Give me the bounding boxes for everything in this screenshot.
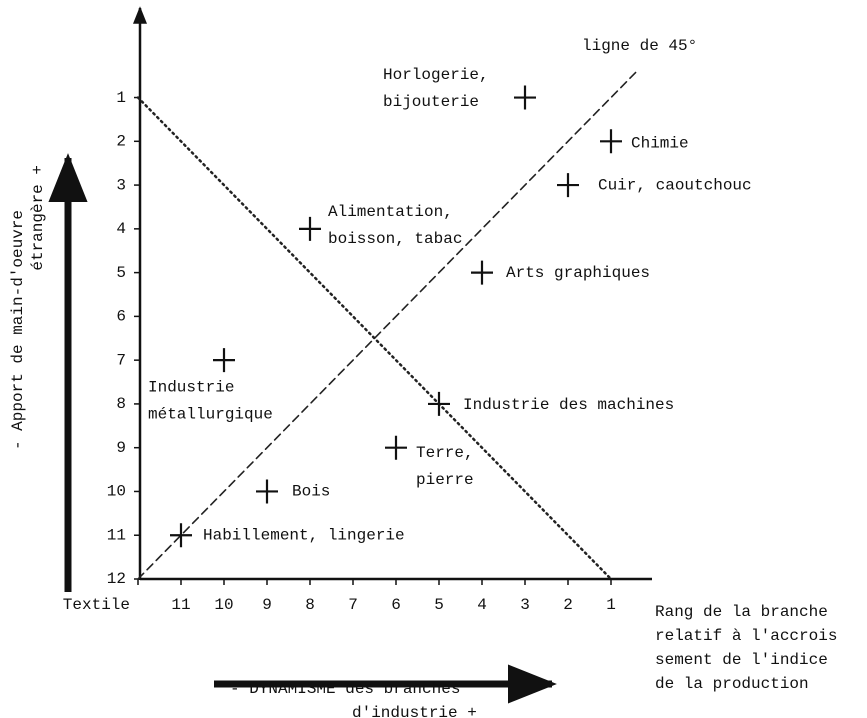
point-marker	[299, 216, 321, 241]
point-label: Industrie des machines	[463, 396, 674, 414]
point-marker	[256, 479, 278, 504]
point-marker	[428, 391, 450, 416]
reference-line	[136, 96, 613, 581]
y-tick-label: 8	[116, 395, 126, 413]
y-tick-label: 1	[116, 89, 126, 107]
x-tick-label: 5	[434, 596, 444, 614]
y-tick-label: 12	[107, 570, 126, 588]
x-tick-label: 10	[214, 596, 233, 614]
x-tick-label: 1	[606, 596, 616, 614]
point-label: Habillement, lingerie	[203, 526, 405, 544]
point-label: Industrie	[148, 378, 234, 396]
x-axis-label: d'industrie +	[352, 704, 477, 718]
reference-line	[137, 70, 638, 580]
x-axis-note: de la production	[655, 675, 809, 693]
x-tick-label: 7	[348, 596, 358, 614]
x-tick-label: 11	[171, 596, 190, 614]
x-axis-note: Rang de la branche	[655, 603, 828, 621]
y-axis-label: étrangère +	[29, 165, 47, 271]
point-marker	[471, 260, 493, 285]
y-tick-label: 5	[116, 264, 126, 282]
x-tick-label: 2	[563, 596, 573, 614]
point-label: Chimie	[631, 135, 689, 153]
y-tick-label: 11	[107, 526, 126, 544]
x-axis-note: sement de l'indice	[655, 651, 828, 669]
y-tick-label: 9	[116, 439, 126, 457]
x-axis-label: - DYNAMISME des branches	[230, 680, 460, 698]
point-marker	[600, 129, 622, 154]
point-label: Cuir, caoutchouc	[598, 176, 752, 194]
point-marker	[514, 85, 536, 110]
y-tick-label: 4	[116, 220, 126, 238]
point-label: Bois	[292, 483, 330, 501]
point-label: Alimentation,	[328, 203, 453, 221]
point-label: Horlogerie,	[383, 66, 489, 84]
y-tick-label: 7	[116, 351, 126, 369]
point-label: Terre,	[416, 444, 474, 462]
point-label: boisson, tabac	[328, 230, 462, 248]
point-marker	[213, 348, 235, 373]
x-tick-label: 9	[262, 596, 272, 614]
x-tick-label: 8	[305, 596, 315, 614]
y-axis-label: - Apport de main-d'oeuvre	[9, 210, 27, 450]
x-tick-label: 3	[520, 596, 530, 614]
point-label: bijouterie	[383, 93, 479, 111]
y-tick-label: 2	[116, 133, 126, 151]
point-marker	[385, 435, 407, 460]
point-label: métallurgique	[148, 405, 273, 423]
annotation: ligne de 45°	[582, 37, 697, 55]
x-tick-label: 4	[477, 596, 487, 614]
y-tick-label: 3	[116, 176, 126, 194]
x-axis-note: relatif à l'accrois	[655, 627, 837, 645]
point-label: Arts graphiques	[506, 264, 650, 282]
y-tick-label: 6	[116, 308, 126, 326]
y-tick-label: 10	[107, 483, 126, 501]
point-marker	[170, 523, 192, 548]
x-tick-label: Textile	[63, 596, 130, 614]
point-marker	[557, 173, 579, 198]
x-tick-label: 6	[391, 596, 401, 614]
point-label: pierre	[416, 471, 474, 489]
